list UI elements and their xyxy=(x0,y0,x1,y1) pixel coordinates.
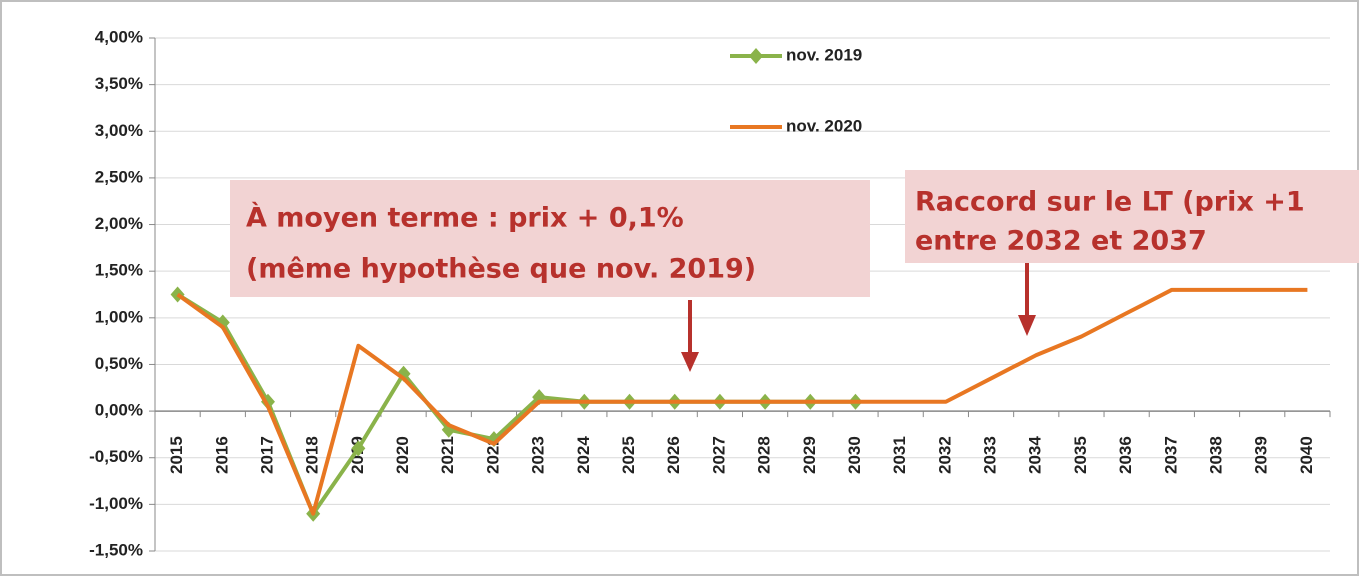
y-tick-label: 1,00% xyxy=(95,307,143,326)
x-tick-label: 2026 xyxy=(664,436,683,474)
y-tick-label: 1,50% xyxy=(95,261,143,280)
x-tick-label: 2030 xyxy=(845,436,864,474)
y-tick-label: 0,50% xyxy=(95,354,143,373)
y-tick-label: 2,50% xyxy=(95,167,143,186)
x-tick-label: 2017 xyxy=(257,436,276,474)
x-tick-label: 2031 xyxy=(890,436,909,474)
y-tick-label: 3,50% xyxy=(95,74,143,93)
annotation-box xyxy=(230,180,870,297)
x-tick-label: 2029 xyxy=(800,436,819,474)
x-tick-label: 2034 xyxy=(1026,436,1045,474)
y-tick-label: 2,00% xyxy=(95,214,143,233)
x-tick-label: 2040 xyxy=(1297,436,1316,474)
x-tick-label: 2037 xyxy=(1161,436,1180,474)
x-tick-label: 2027 xyxy=(709,436,728,474)
arrow xyxy=(681,300,699,372)
y-tick-label: -1,00% xyxy=(89,494,143,513)
point-marker xyxy=(351,440,366,457)
annotation: entre 2032 et 2037 xyxy=(915,226,1207,257)
y-tick-label: 0,00% xyxy=(95,401,143,420)
annotation: Raccord sur le LT (prix +1 xyxy=(915,187,1305,218)
x-tick-label: 2028 xyxy=(755,436,774,474)
y-tick-label: -1,50% xyxy=(89,540,143,559)
y-tick-label: 4,00% xyxy=(95,27,143,46)
x-tick-label: 2022 xyxy=(483,436,502,474)
annotation: (même hypothèse que nov. 2019) xyxy=(246,254,756,285)
x-tick-label: 2032 xyxy=(935,436,954,474)
x-tick-label: 2038 xyxy=(1207,436,1226,474)
x-tick-label: 2018 xyxy=(303,436,322,474)
y-tick-label: -0,50% xyxy=(89,447,143,466)
x-tick-label: 2025 xyxy=(619,436,638,474)
x-tick-label: 2023 xyxy=(529,436,548,474)
x-tick-label: 2024 xyxy=(574,436,593,474)
legend-marker xyxy=(749,48,763,64)
x-tick-label: 2020 xyxy=(393,436,412,474)
x-tick-label: 2033 xyxy=(981,436,1000,474)
x-tick-label: 2015 xyxy=(167,436,186,474)
x-tick-label: 2036 xyxy=(1116,436,1135,474)
x-tick-label: 2039 xyxy=(1252,436,1271,474)
annotation: À moyen terme : prix + 0,1% xyxy=(246,202,684,234)
legend-label: nov. 2020 xyxy=(786,116,862,135)
legend-label: nov. 2019 xyxy=(786,45,862,64)
y-tick-label: 3,00% xyxy=(95,121,143,140)
x-tick-label: 2016 xyxy=(212,436,231,474)
x-tick-label: 2021 xyxy=(438,436,457,474)
annotation-box xyxy=(905,170,1359,263)
arrow xyxy=(1018,263,1036,336)
x-tick-label: 2035 xyxy=(1071,436,1090,474)
series-line xyxy=(176,287,1308,516)
